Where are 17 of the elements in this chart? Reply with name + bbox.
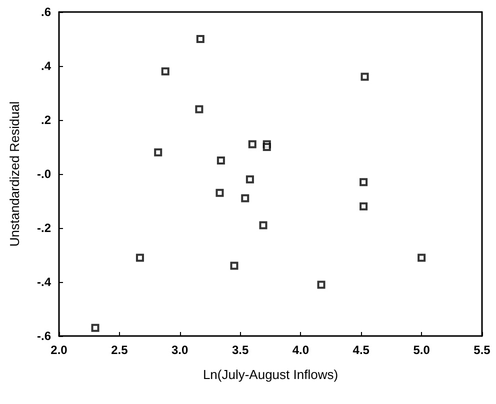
- x-axis-title: Ln(July-August Inflows): [202, 367, 338, 382]
- x-tick-label: 3.5: [232, 343, 249, 357]
- y-tick-label: .2: [40, 113, 52, 127]
- y-axis-title: Unstandardized Residual: [7, 101, 22, 247]
- y-tick-label: .4: [40, 59, 52, 73]
- x-tick-label: 5.5: [474, 343, 491, 357]
- y-tick-label: .6: [40, 5, 52, 19]
- x-tick-label: 5.0: [413, 343, 430, 357]
- x-tick-label: 2.0: [50, 343, 68, 357]
- x-tick-label: 3.0: [172, 343, 189, 357]
- x-tick-label: 2.5: [111, 343, 128, 357]
- y-tick-label: -.2: [36, 221, 52, 235]
- x-tick-label: 4.5: [352, 343, 370, 357]
- y-tick-label: -.6: [36, 329, 52, 343]
- y-tick-label: -.4: [36, 275, 52, 289]
- x-tick-label: 4.0: [292, 343, 310, 357]
- y-tick-label: -.0: [36, 167, 52, 181]
